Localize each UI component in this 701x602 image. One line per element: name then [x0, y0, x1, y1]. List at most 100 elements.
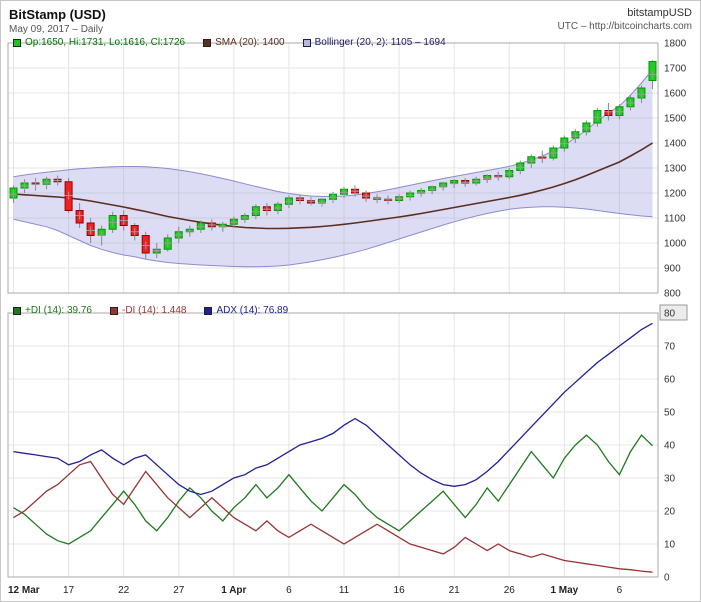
avg-price-marker: [108, 218, 117, 227]
avg-price-marker: [384, 195, 393, 204]
avg-price-marker: [450, 179, 459, 188]
price-candlestick-chart[interactable]: 800 900 1000 1100 1200 1300 1400 1500 1600 1700 18…: [1, 35, 700, 303]
indicator-panel: +DI (14): 39.76 -DI (14): 1.448 ADX (14)…: [1, 303, 700, 599]
x-axis-label: 22: [118, 585, 130, 596]
chart-header: BitStamp (USD) May 09, 2017 – Daily bits…: [1, 1, 700, 35]
avg-price-marker: [284, 197, 293, 206]
avg-price-marker: [582, 124, 591, 132]
bollinger-legend-label: Bollinger (20, 2): 1105 – 1694: [314, 37, 446, 48]
ohlc-legend-item: Op:1650, Hi:1731, Lo:1616, Cl:1726: [13, 37, 185, 48]
avg-price-marker: [439, 182, 448, 191]
avg-price-marker: [560, 139, 569, 148]
avg-price-marker: [196, 222, 205, 231]
date-interval-label: May 09, 2017 – Daily: [9, 24, 103, 35]
x-axis-label: 27: [173, 585, 185, 596]
indicator-axis-label: 60: [664, 375, 676, 386]
adx-legend-label: ADX (14): 76.89: [216, 305, 289, 316]
sma-swatch-icon: [203, 38, 212, 47]
price-axis-label: 1700: [664, 64, 687, 75]
price-axis-label: 1800: [664, 39, 687, 50]
avg-price-marker: [75, 211, 84, 220]
price-plot-border: [7, 42, 659, 294]
price-axis-label: 1600: [664, 89, 687, 100]
avg-price-marker: [130, 227, 139, 236]
x-axis-label: 26: [504, 585, 516, 596]
avg-price-marker: [417, 188, 426, 197]
price-axis-label: 1100: [664, 214, 686, 225]
avg-price-marker: [20, 182, 29, 191]
dmi-adx-chart[interactable]: 0 10 20 30 40 50 60 70 80 12 Mar 17 22 27 1 Apr 6 11 16 2…: [1, 303, 700, 599]
x-axis-label: 17: [63, 585, 75, 596]
avg-price-marker: [648, 70, 657, 79]
x-axis-label: 1 May: [550, 585, 578, 596]
x-axis-label: 1 Apr: [221, 585, 246, 596]
price-legend: Op:1650, Hi:1731, Lo:1616, Cl:1726 SMA (…: [13, 37, 446, 48]
avg-price-marker: [483, 174, 492, 183]
avg-price-marker: [251, 207, 260, 216]
symbol-label: bitstampUSD: [627, 7, 692, 19]
adx-14-line: [13, 322, 653, 496]
avg-price-marker: [340, 188, 348, 197]
x-axis-label: 6: [617, 585, 623, 596]
avg-price-marker: [273, 204, 282, 212]
x-axis-label: 21: [449, 585, 461, 596]
avg-price-marker: [86, 226, 95, 235]
avg-price-marker: [362, 192, 371, 201]
avg-price-marker: [229, 218, 238, 227]
price-axis-label: 800: [664, 289, 681, 300]
indicator-axis-label: 10: [664, 540, 676, 551]
avg-price-marker: [395, 194, 404, 203]
avg-price-marker: [593, 113, 602, 122]
indicator-axis-label: 70: [664, 342, 676, 353]
minus-di-legend-item: -DI (14): 1.448: [109, 305, 187, 316]
avg-price-marker: [494, 172, 503, 181]
ohlc-swatch-icon: [13, 38, 21, 47]
di-14-line: [13, 434, 653, 545]
avg-price-marker: [262, 205, 271, 214]
avg-price-marker: [538, 152, 547, 161]
avg-price-marker: [240, 214, 249, 222]
x-axis-label: 6: [286, 585, 292, 596]
plus-di-legend-item: +DI (14): 39.76: [13, 305, 92, 316]
ohlc-legend-label: Op:1650, Hi:1731, Lo:1616, Cl:1726: [25, 37, 186, 48]
price-axis-label: 1300: [664, 164, 687, 175]
avg-price-marker: [549, 149, 558, 157]
indicator-legend: +DI (14): 39.76 -DI (14): 1.448 ADX (14)…: [13, 305, 288, 316]
adx-swatch-icon: [204, 306, 213, 315]
adx-legend-item: ADX (14): 76.89: [204, 305, 288, 316]
avg-price-marker: [207, 220, 216, 229]
avg-price-marker: [615, 107, 624, 116]
avg-price-marker: [119, 216, 128, 225]
price-panel: Op:1650, Hi:1731, Lo:1616, Cl:1726 SMA (…: [1, 35, 700, 303]
indicator-axis-label: 40: [664, 441, 676, 452]
avg-price-marker: [42, 179, 51, 187]
price-axis-label: 1000: [664, 239, 687, 250]
avg-price-marker: [505, 169, 514, 178]
avg-price-marker: [351, 187, 359, 196]
plus-di-swatch-icon: [13, 306, 21, 315]
avg-price-marker: [307, 197, 315, 206]
avg-price-marker: [406, 191, 415, 200]
minus-di-legend-label: -DI (14): 1.448: [121, 305, 187, 316]
avg-price-marker: [152, 246, 161, 255]
avg-price-marker: [31, 180, 40, 189]
avg-price-marker: [218, 222, 227, 231]
avg-price-marker: [64, 191, 73, 200]
x-axis-label: 12 Mar: [8, 585, 40, 596]
avg-price-marker: [571, 132, 580, 141]
avg-price-marker: [428, 185, 437, 194]
sma-line: [13, 142, 653, 230]
price-axis-label: 1500: [664, 114, 687, 125]
x-axis-label: 16: [394, 585, 406, 596]
sma-legend-item: SMA (20): 1400: [203, 37, 285, 48]
bollinger-legend-item: Bollinger (20, 2): 1105 – 1694: [302, 37, 446, 48]
avg-price-marker: [373, 194, 382, 203]
avg-price-marker: [329, 193, 337, 202]
x-axis-label: 11: [339, 585, 350, 596]
avg-price-marker: [604, 107, 613, 116]
avg-price-marker: [97, 231, 106, 240]
plus-di-legend-label: +DI (14): 39.76: [25, 305, 92, 316]
avg-price-marker: [141, 241, 150, 250]
avg-price-marker: [295, 195, 304, 204]
